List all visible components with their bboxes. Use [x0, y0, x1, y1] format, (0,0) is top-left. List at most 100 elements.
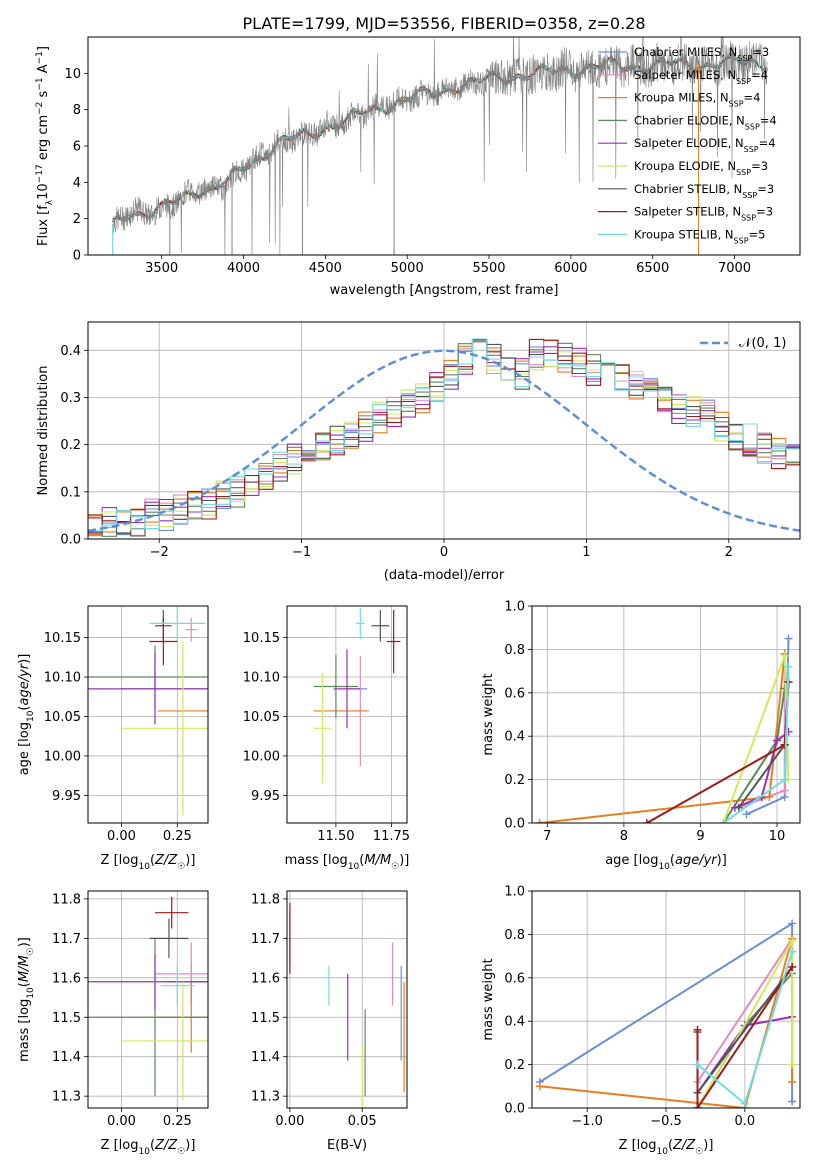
panel-mass_vs_Z: 0.00 0.25 11.3 11.4 11.5 11.6 11.7 11.8 Z [log10…	[17, 890, 209, 1157]
legend-entry: Chabrier MILES, NSSP=3	[634, 45, 769, 63]
y-tick-label: 8	[73, 103, 81, 118]
x-tick-label: 11.75	[373, 829, 410, 844]
x-tick-label: 7000	[718, 261, 751, 276]
weight-marker	[719, 819, 728, 823]
x-tick-label: 0.0	[734, 1114, 755, 1129]
weight-marker	[788, 936, 797, 945]
x-axis-label: (data-model)/error	[384, 568, 505, 583]
weight-marker	[788, 919, 797, 928]
x-tick-label: 6500	[636, 261, 669, 276]
x-tick-label: 1	[582, 545, 590, 560]
y-tick-label: 10.10	[243, 671, 280, 686]
weight-marker	[788, 962, 797, 971]
plot-area	[88, 338, 800, 537]
plot-area	[112, 37, 768, 255]
y-tick-label: 0.4	[60, 344, 81, 359]
axes-frame	[87, 321, 801, 540]
weight-marker	[788, 947, 797, 956]
legend-entry: Kroupa STELIB, NSSP=5	[634, 227, 765, 245]
x-tick-label: 0.00	[107, 829, 136, 844]
weight-marker	[693, 1025, 702, 1034]
y-tick-label: 0.6	[504, 686, 525, 701]
panel-spectrum: 3500 4000 4500 5000 5500 6000 6500 7000 0 2 4 6 8 10 w…	[35, 36, 801, 298]
y-tick-label: 2	[73, 212, 81, 227]
y-tick-label: 11.8	[52, 892, 81, 907]
y-tick-label: 1.0	[504, 885, 525, 900]
x-tick-label: 5000	[391, 261, 424, 276]
panel-residuals: −2 −1 0 1 2 0.0 0.1 0.2 0.3 0.4 (data-model)/error…	[36, 321, 801, 583]
axes-frame	[531, 890, 801, 1109]
y-axis-label: mass [log10(M/M☉)]	[17, 937, 36, 1062]
plot-area	[535, 919, 797, 1108]
y-tick-label: 10.10	[44, 671, 81, 686]
axes-frame	[531, 605, 801, 824]
plot-area	[88, 607, 208, 816]
y-tick-label: 10.00	[243, 749, 280, 764]
y-tick-label: 0.4	[504, 730, 525, 745]
y-tick-label: 11.6	[52, 971, 81, 986]
plot-area	[88, 896, 208, 1101]
normal-curve	[88, 349, 800, 532]
weight-line-salpeter-elodie	[734, 731, 790, 809]
x-axis-label: wavelength [Angstrom, rest frame]	[330, 283, 559, 298]
y-tick-label: 0.2	[60, 438, 81, 453]
weight-marker	[642, 819, 651, 823]
y-tick-label: 0.8	[504, 643, 525, 658]
x-tick-label: 4500	[309, 261, 342, 276]
x-tick-label: 9	[696, 829, 704, 844]
y-tick-label: 11.8	[251, 892, 280, 907]
axes-frame	[87, 890, 209, 1109]
weight-marker	[734, 803, 743, 812]
axes-frame	[87, 36, 801, 256]
figure-title: PLATE=1799, MJD=53556, FIBERID=0358, z=0…	[242, 14, 645, 33]
weight-marker	[693, 1104, 702, 1108]
y-tick-label: 0.2	[504, 773, 525, 788]
x-tick-label: 4000	[227, 261, 260, 276]
weight-marker	[780, 786, 789, 795]
x-tick-label: 7	[543, 829, 551, 844]
weight-marker	[788, 1077, 797, 1086]
weight-marker	[535, 1082, 544, 1091]
weight-marker	[535, 819, 544, 823]
x-axis-label: Z [log10(Z/Z☉)]	[101, 1138, 196, 1157]
y-tick-label: 11.3	[251, 1090, 280, 1105]
legend-entry: Chabrier ELODIE, NSSP=4	[634, 113, 777, 130]
x-tick-label: 5500	[472, 261, 505, 276]
weight-marker	[788, 1097, 797, 1106]
x-tick-label: −0.5	[650, 1114, 682, 1129]
legend: 𝒩(0, 1)	[700, 336, 786, 351]
y-tick-label: 0.1	[60, 485, 81, 500]
panel-mass_vs_EBV: 0.00 0.05 11.3 11.4 11.5 11.6 11.7 11.8 E(B-V)	[251, 890, 408, 1153]
x-axis-label: E(B-V)	[327, 1138, 367, 1153]
x-axis-label: mass [log10(M/M☉)]	[285, 853, 410, 872]
y-tick-label: 11.7	[251, 932, 280, 947]
y-tick-label: 10.15	[44, 631, 81, 646]
y-tick-label: 11.5	[251, 1011, 280, 1026]
weight-marker	[693, 1060, 702, 1069]
legend-entry: 𝒩(0, 1)	[739, 336, 786, 351]
x-tick-label: −2	[150, 545, 169, 560]
x-axis-label: age [log10(age/yr)]	[605, 853, 727, 872]
axes-frame	[286, 605, 408, 824]
y-axis-label: mass weight	[481, 958, 496, 1040]
y-tick-label: 0.0	[60, 533, 81, 548]
y-tick-label: 0.3	[60, 391, 81, 406]
y-axis-label: age [log10(age/yr)]	[17, 654, 36, 776]
weight-marker	[784, 662, 793, 671]
plot-area	[289, 902, 405, 1108]
x-tick-label: 0	[440, 545, 448, 560]
x-axis-label: Z [log10(Z/Z☉)]	[101, 853, 196, 872]
x-tick-label: 10	[769, 829, 786, 844]
legend-entry: Kroupa ELODIE, NSSP=3	[634, 159, 768, 177]
weight-marker	[740, 1099, 749, 1108]
panel-weight_vs_Z: −1.0 −0.5 0.0 0.0 0.2 0.4 0.6 0.8 1.0 Z [log10(Z/…	[481, 885, 801, 1157]
panel-age_vs_Z: 0.00 0.25 9.95 10.00 10.05 10.10 10.15 Z [log10…	[17, 605, 209, 872]
y-tick-label: 11.4	[52, 1050, 81, 1065]
y-tick-label: 0.8	[504, 928, 525, 943]
legend-entry: Chabrier STELIB, NSSP=3	[634, 182, 774, 200]
y-tick-label: 0.4	[504, 1015, 525, 1030]
y-tick-label: 11.3	[52, 1090, 81, 1105]
y-tick-label: 4	[73, 176, 81, 191]
x-tick-label: 11.50	[317, 829, 354, 844]
y-tick-label: 0.0	[504, 1102, 525, 1117]
